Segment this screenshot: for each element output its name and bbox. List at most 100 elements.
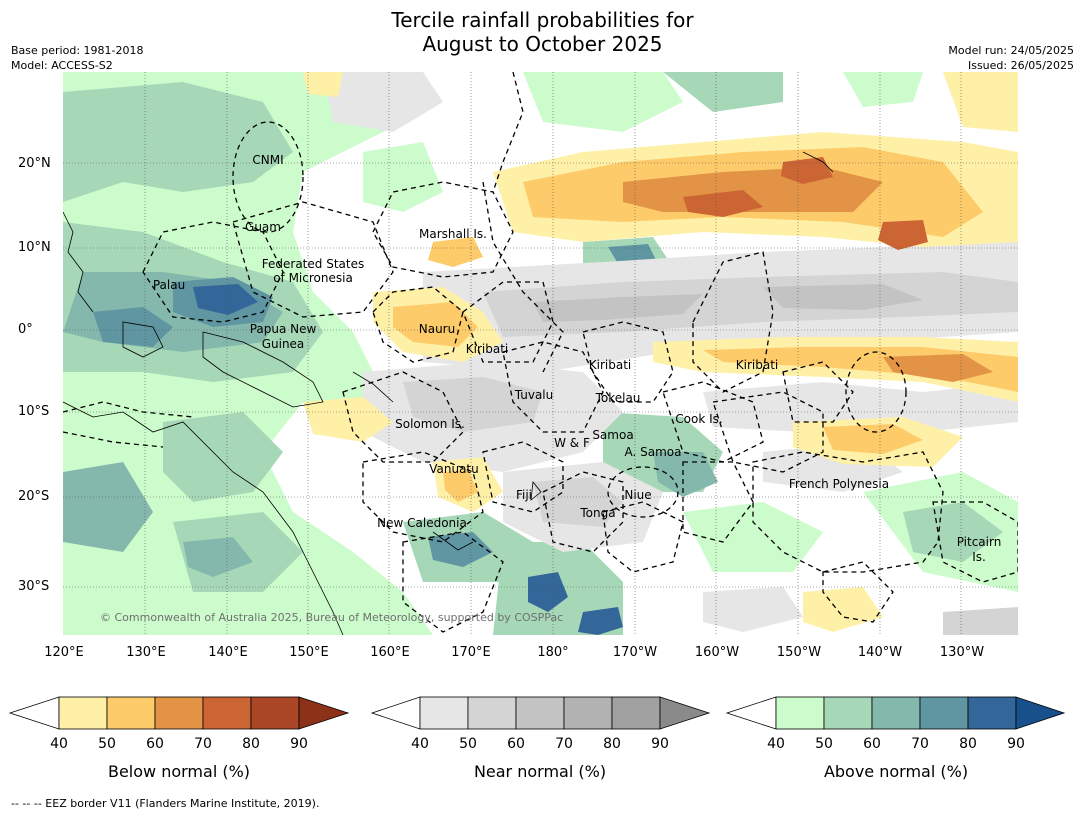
cb-above-tick: 70 <box>911 736 929 752</box>
label-cnmi: CNMI <box>252 153 283 167</box>
cb-near-seg-4 <box>563 696 613 730</box>
title-line-1: Tercile rainfall probabilities for <box>391 8 694 32</box>
cb-below-seg-3 <box>154 696 204 730</box>
colorbar-title-below: Below normal (%) <box>107 762 251 781</box>
eez-footnote: -- -- -- EEZ border V11 (Flanders Marine… <box>11 797 320 810</box>
lon-label-130e: 130°E <box>126 645 166 660</box>
label-samoa: Samoa <box>592 428 633 442</box>
lon-label-160w: 160°W <box>694 645 740 660</box>
label-nauru: Nauru <box>419 322 455 336</box>
cb-above-seg-3 <box>871 696 921 730</box>
label-fiji: Fiji <box>516 488 532 502</box>
above-normal-areas <box>63 72 1018 635</box>
cb-above-tick: 90 <box>1007 736 1025 752</box>
place-labels: CNMI Guam Marshall Is. Federated States … <box>100 153 1001 624</box>
eez-borders <box>63 72 1018 633</box>
label-kiribati-east: Kiribati <box>736 358 778 372</box>
cb-near-tick: 40 <box>411 736 429 752</box>
lat-label-equator: 0° <box>18 322 33 337</box>
model-info: Base period: 1981-2018 Model: ACCESS-S2 <box>11 43 143 73</box>
copyright-credit: © Commonwealth of Australia 2025, Bureau… <box>100 611 563 624</box>
cb-near-tick: 80 <box>603 736 621 752</box>
label-marshall-islands: Marshall Is. <box>419 227 487 241</box>
lat-label-10n: 10°N <box>18 240 51 255</box>
base-period: Base period: 1981-2018 <box>11 44 144 57</box>
cb-above-over <box>1015 696 1066 730</box>
label-solomon-islands: Solomon Is. <box>395 417 465 431</box>
label-tonga: Tonga <box>579 506 615 520</box>
map-title: Tercile rainfall probabilities for Augus… <box>0 8 1085 56</box>
cb-above-seg-5 <box>967 696 1017 730</box>
cb-near-tick: 60 <box>507 736 525 752</box>
lon-label-160e: 160°E <box>370 645 410 660</box>
label-tokelau: Tokelau <box>595 391 641 405</box>
issued-date: Issued: 26/05/2025 <box>967 59 1074 72</box>
model-run-date: Model run: 24/05/2025 <box>948 44 1074 57</box>
label-vanuatu: Vanuatu <box>429 462 479 476</box>
lon-label-150e: 150°E <box>289 645 329 660</box>
cb-below-tick: 70 <box>194 736 212 752</box>
cb-below-tick: 40 <box>50 736 68 752</box>
cb-near-tick: 70 <box>555 736 573 752</box>
label-palau: Palau <box>153 278 185 292</box>
lon-label-130w: 130°W <box>939 645 985 660</box>
lon-label-140e: 140°E <box>208 645 248 660</box>
cb-below-tick: 90 <box>290 736 308 752</box>
cb-near-seg-1 <box>419 696 469 730</box>
label-fsm-line2: of Micronesia <box>273 271 353 285</box>
run-info: Model run: 24/05/2025 Issued: 26/05/2025 <box>948 43 1074 73</box>
label-cook-islands: Cook Is. <box>675 412 722 426</box>
label-png-line1: Papua New <box>250 322 317 336</box>
cb-above-tick: 60 <box>863 736 881 752</box>
colorbars <box>8 696 1066 730</box>
label-png-line2: Guinea <box>262 337 305 351</box>
cb-above-seg-4 <box>919 696 969 730</box>
lon-label-180: 180° <box>537 645 569 660</box>
lon-label-120e: 120°E <box>44 645 84 660</box>
cb-below-seg-1 <box>58 696 108 730</box>
label-fsm-line1: Federated States <box>262 257 364 271</box>
label-new-caledonia: New Caledonia <box>377 516 467 530</box>
label-pitcairn-line2: Is. <box>972 550 986 564</box>
cb-above-seg-2 <box>823 696 873 730</box>
lat-label-10s: 10°S <box>18 404 50 419</box>
lon-label-140w: 140°W <box>857 645 903 660</box>
colorbar-title-above: Above normal (%) <box>823 762 969 781</box>
label-american-samoa: A. Samoa <box>625 445 682 459</box>
lon-label-170e: 170°E <box>451 645 491 660</box>
cb-below-over <box>298 696 350 730</box>
cb-near-tick: 90 <box>651 736 669 752</box>
colorbar-above-normal <box>725 696 1066 730</box>
lat-label-20s: 20°S <box>18 489 50 504</box>
lon-label-150w: 150°W <box>776 645 822 660</box>
probability-map: CNMI Guam Marshall Is. Federated States … <box>63 72 1018 635</box>
label-guam: Guam <box>245 220 281 234</box>
label-pitcairn-line1: Pitcairn <box>957 535 1002 549</box>
label-kiribati-central: Kiribati <box>589 358 631 372</box>
cb-above-tick: 80 <box>959 736 977 752</box>
label-kiribati-west: Kiribati <box>466 342 508 356</box>
label-tuvalu: Tuvalu <box>514 388 554 402</box>
cb-above-tick: 50 <box>815 736 833 752</box>
cb-near-seg-5 <box>611 696 661 730</box>
cb-below-seg-5 <box>250 696 300 730</box>
lat-label-20n: 20°N <box>18 156 51 171</box>
title-line-2: August to October 2025 <box>422 32 663 56</box>
below-normal-areas <box>303 72 1018 632</box>
cb-below-tick: 60 <box>146 736 164 752</box>
cb-near-seg-2 <box>467 696 517 730</box>
colorbar-near-normal <box>370 696 711 730</box>
cb-near-tick: 50 <box>459 736 477 752</box>
colorbar-below-normal <box>8 696 350 730</box>
coastlines <box>63 151 834 635</box>
cb-near-seg-3 <box>515 696 565 730</box>
model-name: Model: ACCESS-S2 <box>11 59 113 72</box>
cb-above-tick: 40 <box>767 736 785 752</box>
cb-below-seg-2 <box>106 696 156 730</box>
cb-below-tick: 80 <box>242 736 260 752</box>
cb-below-seg-4 <box>202 696 252 730</box>
label-french-polynesia: French Polynesia <box>789 477 889 491</box>
graticule <box>63 72 1018 635</box>
cb-below-tick: 50 <box>98 736 116 752</box>
cb-above-seg-1 <box>775 696 825 730</box>
